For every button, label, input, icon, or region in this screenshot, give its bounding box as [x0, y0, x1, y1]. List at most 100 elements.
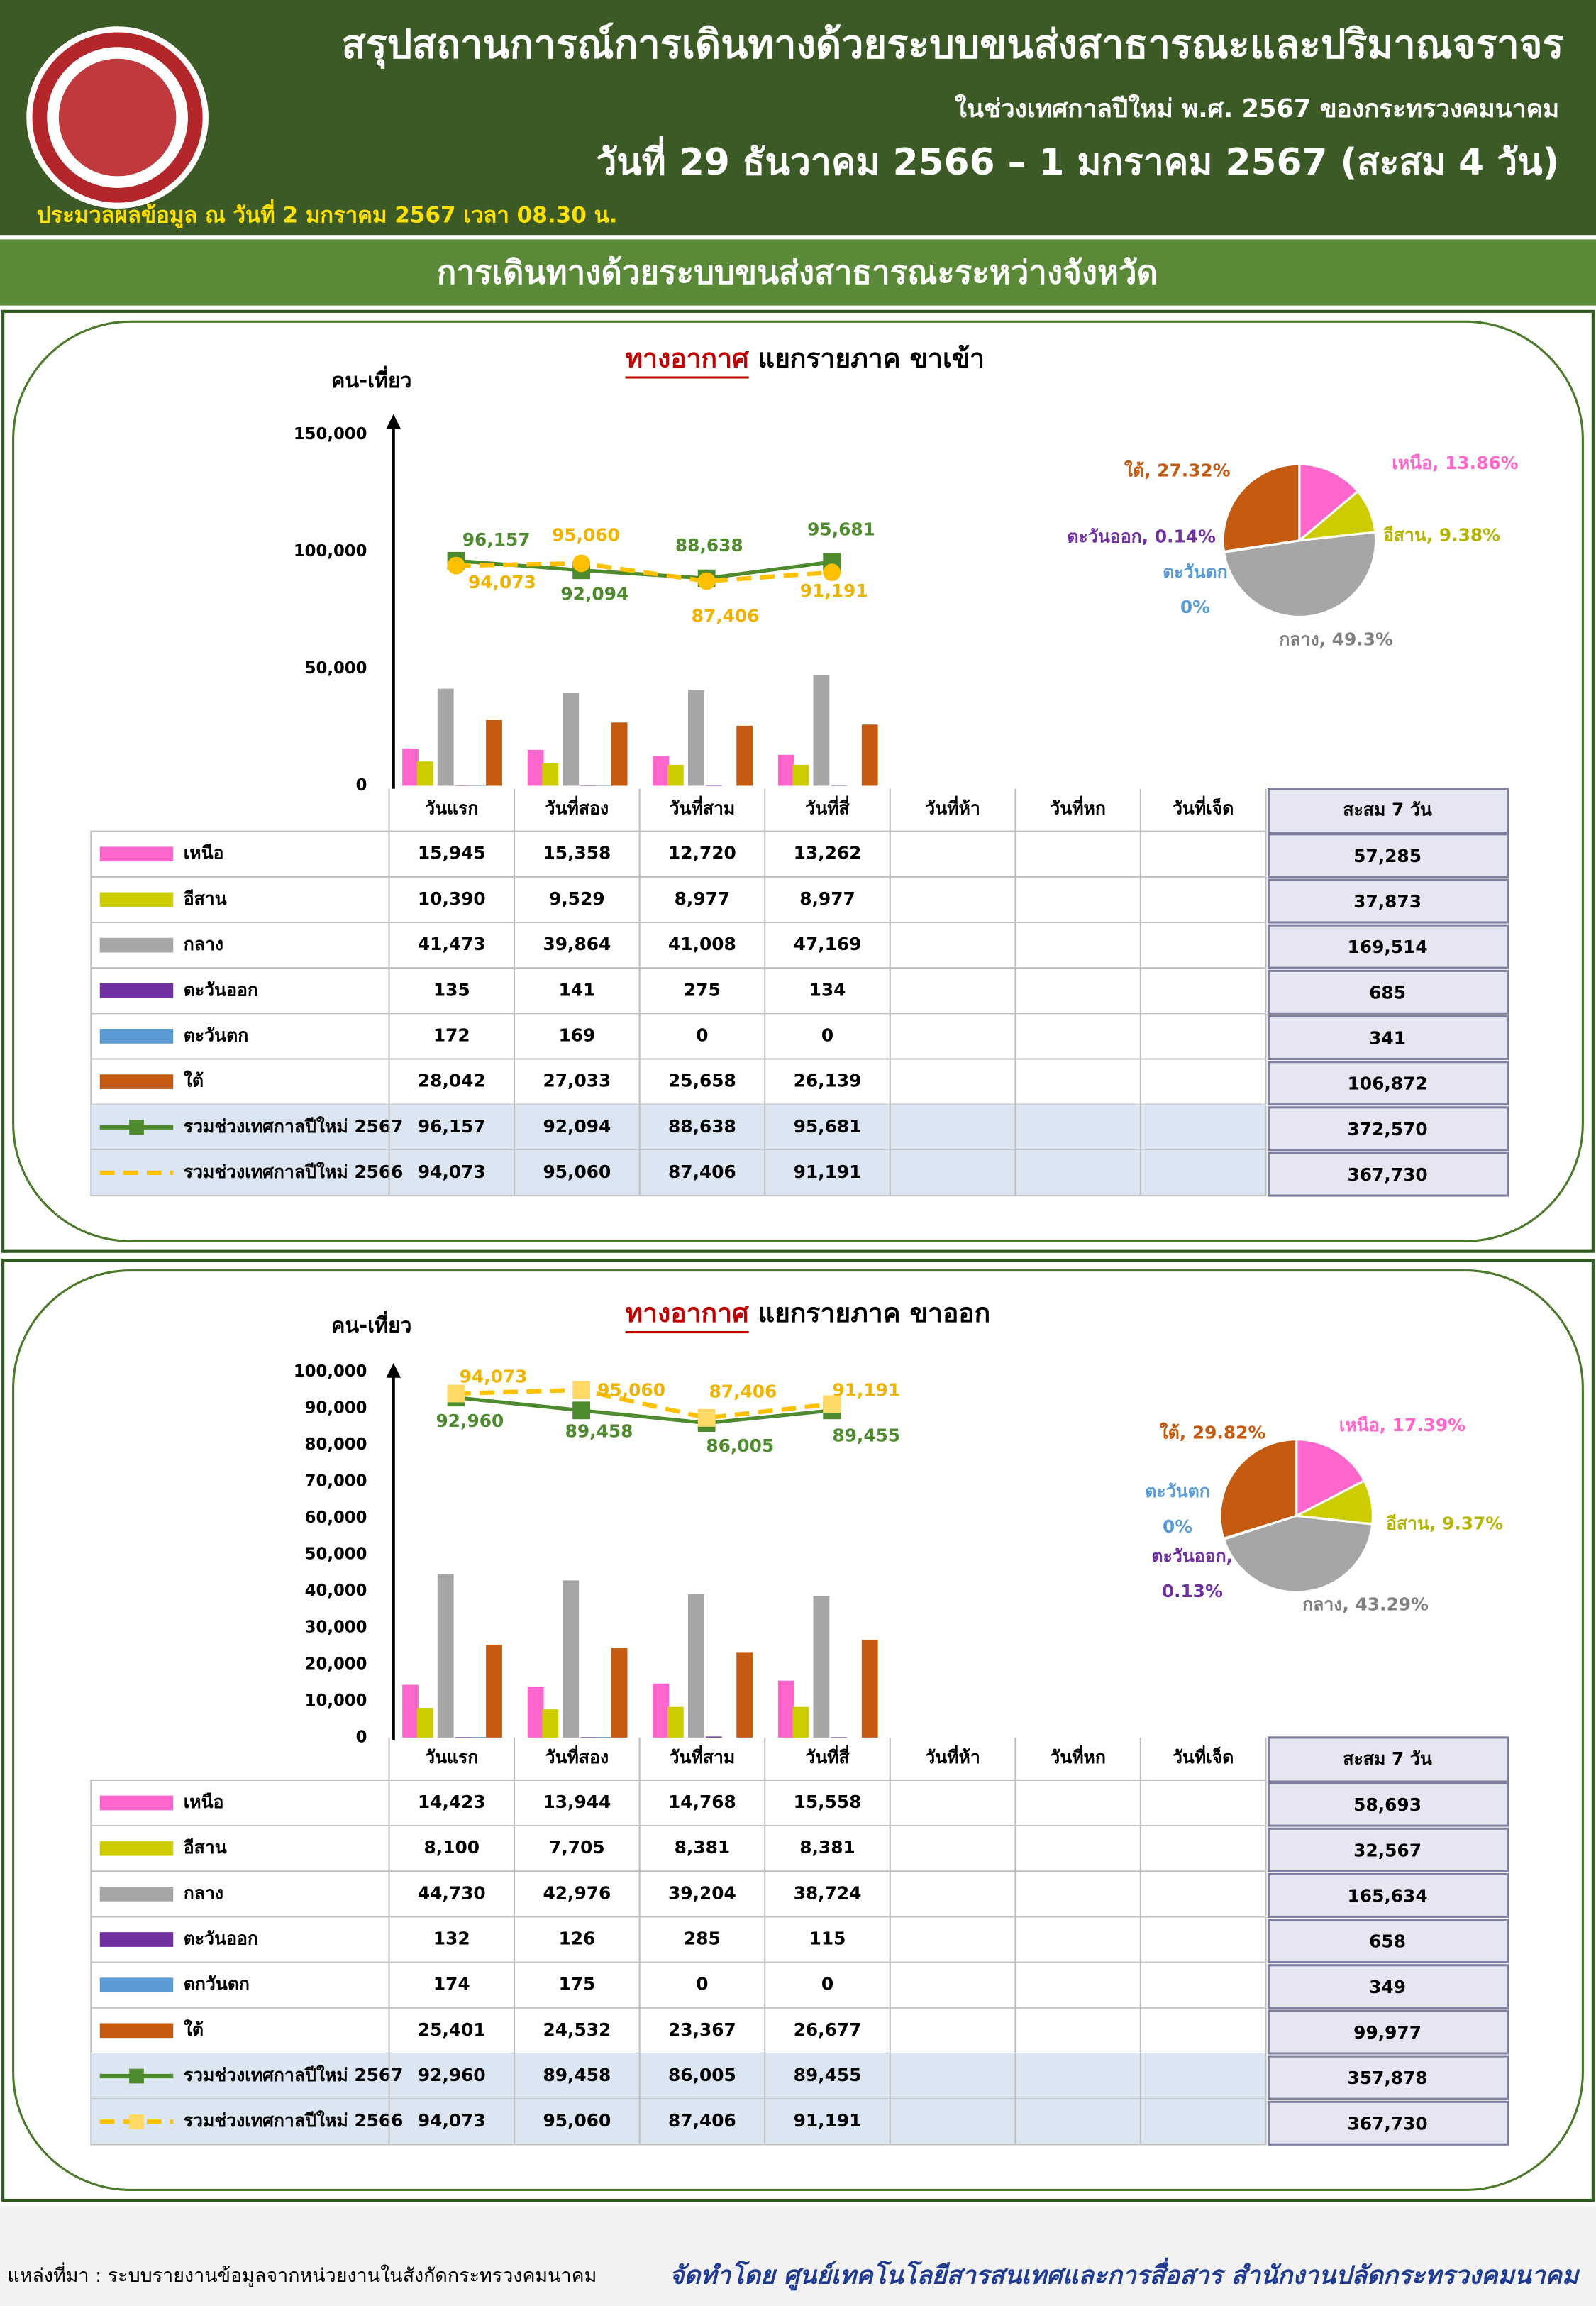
- row-label: อีสาน: [184, 888, 227, 909]
- table-value: 94,073: [418, 1162, 486, 1182]
- table-value: 38,724: [794, 1882, 862, 1903]
- bar: [594, 1736, 611, 1738]
- total-value: 658: [1369, 1931, 1406, 1952]
- total-value: 106,872: [1348, 1074, 1428, 1094]
- bar: [861, 1640, 878, 1738]
- total-cell: [1267, 924, 1509, 969]
- bar: [831, 1737, 848, 1738]
- row-shade: [91, 2099, 1266, 2145]
- total-cell: [1267, 2055, 1509, 2100]
- bar: [563, 1580, 580, 1738]
- total-cell: [1267, 969, 1509, 1015]
- total-cell: [1267, 1015, 1509, 1061]
- legend-swatch: [99, 892, 174, 907]
- y-tick-label: 100,000: [294, 1362, 367, 1381]
- pie-slice: [1221, 463, 1301, 553]
- table-column-header: วันที่สาม: [670, 1745, 736, 1767]
- section-band: [0, 239, 1596, 306]
- table-value: 285: [684, 1929, 721, 1949]
- pie-label: เหนือ, 13.86%: [1392, 453, 1518, 473]
- total-value: 367,730: [1348, 2113, 1428, 2134]
- table-value: 41,008: [668, 934, 736, 954]
- total-cell: [1267, 1782, 1509, 1827]
- bar: [653, 756, 670, 786]
- pie-label: กลาง, 43.29%: [1302, 1594, 1429, 1615]
- y-tick-label: 40,000: [305, 1582, 367, 1600]
- header-date: วันที่ 29 ธันวาคม 2566 – 1 มกราคม 2567 (…: [596, 136, 1559, 184]
- row-label: อีสาน: [184, 1837, 227, 1858]
- bar: [455, 1737, 472, 1738]
- table-value: 41,473: [418, 934, 486, 954]
- total-value: 349: [1369, 1977, 1406, 1997]
- table-value: 132: [433, 1929, 470, 1949]
- line-marker: [697, 572, 716, 590]
- axis-arrow: [386, 1363, 401, 1378]
- legend-swatch: [99, 1029, 174, 1044]
- legend-marker: [129, 2068, 144, 2084]
- y-tick-label: 100,000: [294, 542, 367, 561]
- table-value: 86,005: [668, 2065, 736, 2085]
- line-marker: [572, 554, 591, 573]
- bar: [736, 1652, 753, 1738]
- total-value: 357,878: [1348, 2068, 1428, 2088]
- total-header: สะสม 7 วัน: [1343, 1748, 1432, 1769]
- legend-marker: [129, 1120, 144, 1135]
- line-marker: [697, 1408, 716, 1427]
- line-value-label: 87,406: [709, 1381, 777, 1401]
- table-value: 9,529: [549, 888, 605, 909]
- line-value-label: 92,094: [560, 583, 628, 604]
- pie-label: อีสาน, 9.38%: [1383, 525, 1500, 546]
- table-value: 172: [433, 1025, 470, 1045]
- line-value-label: 91,191: [832, 1379, 900, 1400]
- header-title: สรุปสถานการณ์การเดินทางด้วยระบบขนส่งสาธา…: [341, 21, 1563, 69]
- table-value: 0: [696, 1974, 708, 1995]
- footer-band: [0, 2206, 1596, 2306]
- table-value: 0: [696, 1025, 708, 1045]
- table-value: 13,944: [543, 1792, 611, 1812]
- table-column-header: วันที่สี่: [805, 1745, 850, 1767]
- pie-label: ใต้, 29.82%: [1160, 1422, 1266, 1442]
- legend-swatch: [99, 1795, 174, 1811]
- table-value: 115: [809, 1929, 846, 1949]
- bar: [437, 688, 454, 786]
- table-value: 42,976: [543, 1882, 611, 1903]
- logo-emblem: [58, 58, 177, 177]
- line-value-label: 87,406: [692, 605, 760, 626]
- bar: [470, 1736, 487, 1738]
- row-label: กลาง: [184, 934, 223, 954]
- row-label: รวมช่วงเทศกาลปีใหม่ 2567: [184, 1116, 404, 1137]
- section-title: การเดินทางด้วยระบบขนส่งสาธารณะระหว่างจัง…: [437, 254, 1158, 292]
- table-value: 95,060: [543, 1162, 611, 1182]
- total-cell: [1267, 1152, 1509, 1197]
- chart-title-mode: ทางอากาศ: [626, 343, 750, 374]
- bar: [542, 763, 559, 786]
- table-value: 87,406: [668, 2110, 736, 2131]
- table-value: 169: [558, 1025, 595, 1045]
- table-value: 8,977: [675, 888, 731, 909]
- line-value-label: 95,681: [807, 519, 875, 539]
- table-column-header: วันที่หก: [1050, 796, 1106, 819]
- bar: [777, 754, 794, 786]
- total-value: 99,977: [1353, 2022, 1422, 2043]
- bar: [813, 1596, 830, 1738]
- row-label: รวมช่วงเทศกาลปีใหม่ 2566: [184, 1162, 404, 1182]
- table-value: 28,042: [418, 1071, 486, 1091]
- y-axis-label: คน-เที่ยว: [331, 1310, 411, 1337]
- table-value: 7,705: [549, 1837, 605, 1858]
- bar: [486, 1644, 502, 1738]
- table-value: 10,390: [418, 888, 486, 909]
- total-value: 685: [1369, 982, 1406, 1003]
- line-value-label: 92,960: [436, 1411, 504, 1431]
- total-value: 58,693: [1353, 1794, 1422, 1815]
- bar: [416, 761, 433, 786]
- legend-swatch: [99, 846, 174, 862]
- table-value: 8,100: [424, 1837, 480, 1858]
- bar: [705, 1736, 722, 1738]
- bar: [563, 693, 580, 786]
- line-value-label: 88,638: [675, 535, 743, 556]
- table-value: 126: [558, 1929, 595, 1949]
- pie-slice: [1219, 1438, 1298, 1540]
- line: [455, 561, 832, 584]
- table-column-header: วันที่เจ็ด: [1173, 796, 1234, 819]
- processed-note: ประมวลผลข้อมูล ณ วันที่ 2 มกราคม 2567 เว…: [37, 199, 618, 228]
